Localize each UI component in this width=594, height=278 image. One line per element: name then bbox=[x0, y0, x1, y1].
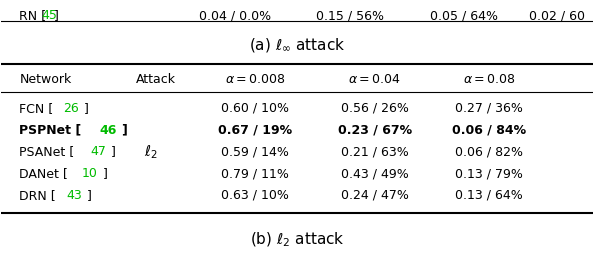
Text: 0.43 / 49%: 0.43 / 49% bbox=[341, 167, 409, 180]
Text: PSPNet [: PSPNet [ bbox=[19, 124, 81, 136]
Text: 0.60 / 10%: 0.60 / 10% bbox=[221, 102, 289, 115]
Text: 0.15 / 56%: 0.15 / 56% bbox=[315, 9, 384, 22]
Text: 26: 26 bbox=[64, 102, 79, 115]
Text: 0.13 / 79%: 0.13 / 79% bbox=[455, 167, 523, 180]
Text: ]: ] bbox=[84, 102, 89, 115]
Text: ]: ] bbox=[102, 167, 108, 180]
Text: ]: ] bbox=[110, 145, 115, 158]
Text: 0.56 / 26%: 0.56 / 26% bbox=[340, 102, 409, 115]
Text: (b) $\ell_2$ attack: (b) $\ell_2$ attack bbox=[249, 231, 345, 249]
Text: RN [: RN [ bbox=[19, 9, 46, 22]
Text: Network: Network bbox=[19, 73, 71, 86]
Text: 0.59 / 14%: 0.59 / 14% bbox=[221, 145, 289, 158]
Text: 0.13 / 64%: 0.13 / 64% bbox=[455, 189, 523, 202]
Text: Attack: Attack bbox=[136, 73, 176, 86]
Text: 0.67 / 19%: 0.67 / 19% bbox=[218, 124, 292, 136]
Text: $\alpha = 0.08$: $\alpha = 0.08$ bbox=[463, 73, 516, 86]
Text: $\ell_2$: $\ell_2$ bbox=[144, 143, 157, 161]
Text: 0.63 / 10%: 0.63 / 10% bbox=[221, 189, 289, 202]
Text: PSANet [: PSANet [ bbox=[19, 145, 75, 158]
Text: FCN [: FCN [ bbox=[19, 102, 53, 115]
Text: 0.23 / 67%: 0.23 / 67% bbox=[337, 124, 412, 136]
Text: 0.79 / 11%: 0.79 / 11% bbox=[221, 167, 289, 180]
Text: 10: 10 bbox=[82, 167, 98, 180]
Text: 0.06 / 84%: 0.06 / 84% bbox=[452, 124, 526, 136]
Text: (a) $\ell_\infty$ attack: (a) $\ell_\infty$ attack bbox=[249, 36, 345, 54]
Text: 0.04 / 0.0%: 0.04 / 0.0% bbox=[199, 9, 271, 22]
Text: 47: 47 bbox=[90, 145, 106, 158]
Text: 0.06 / 82%: 0.06 / 82% bbox=[455, 145, 523, 158]
Text: ]: ] bbox=[122, 124, 128, 136]
Text: 0.02 / 60: 0.02 / 60 bbox=[529, 9, 584, 22]
Text: $\alpha = 0.008$: $\alpha = 0.008$ bbox=[225, 73, 286, 86]
Text: 46: 46 bbox=[99, 124, 116, 136]
Text: $\alpha = 0.04$: $\alpha = 0.04$ bbox=[348, 73, 401, 86]
Text: ]: ] bbox=[54, 9, 59, 22]
Text: 0.21 / 63%: 0.21 / 63% bbox=[341, 145, 409, 158]
Text: 43: 43 bbox=[67, 189, 82, 202]
Text: ]: ] bbox=[87, 189, 91, 202]
Text: DRN [: DRN [ bbox=[19, 189, 56, 202]
Text: 0.24 / 47%: 0.24 / 47% bbox=[340, 189, 409, 202]
Text: 0.05 / 64%: 0.05 / 64% bbox=[430, 9, 498, 22]
Text: 0.27 / 36%: 0.27 / 36% bbox=[455, 102, 523, 115]
Text: 45: 45 bbox=[41, 9, 57, 22]
Text: DANet [: DANet [ bbox=[19, 167, 68, 180]
